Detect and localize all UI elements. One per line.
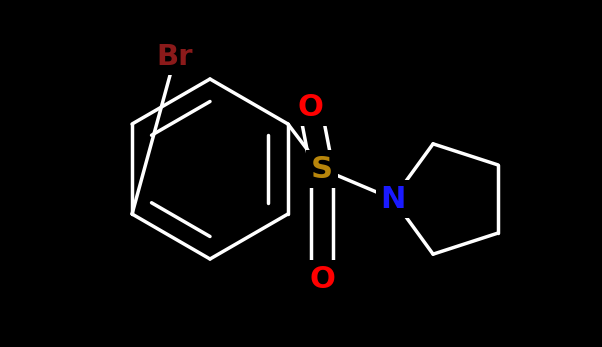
Text: Br: Br — [157, 43, 193, 71]
Text: O: O — [309, 264, 335, 294]
Text: S: S — [311, 154, 333, 184]
Text: O: O — [297, 93, 323, 121]
Text: N: N — [380, 185, 406, 213]
